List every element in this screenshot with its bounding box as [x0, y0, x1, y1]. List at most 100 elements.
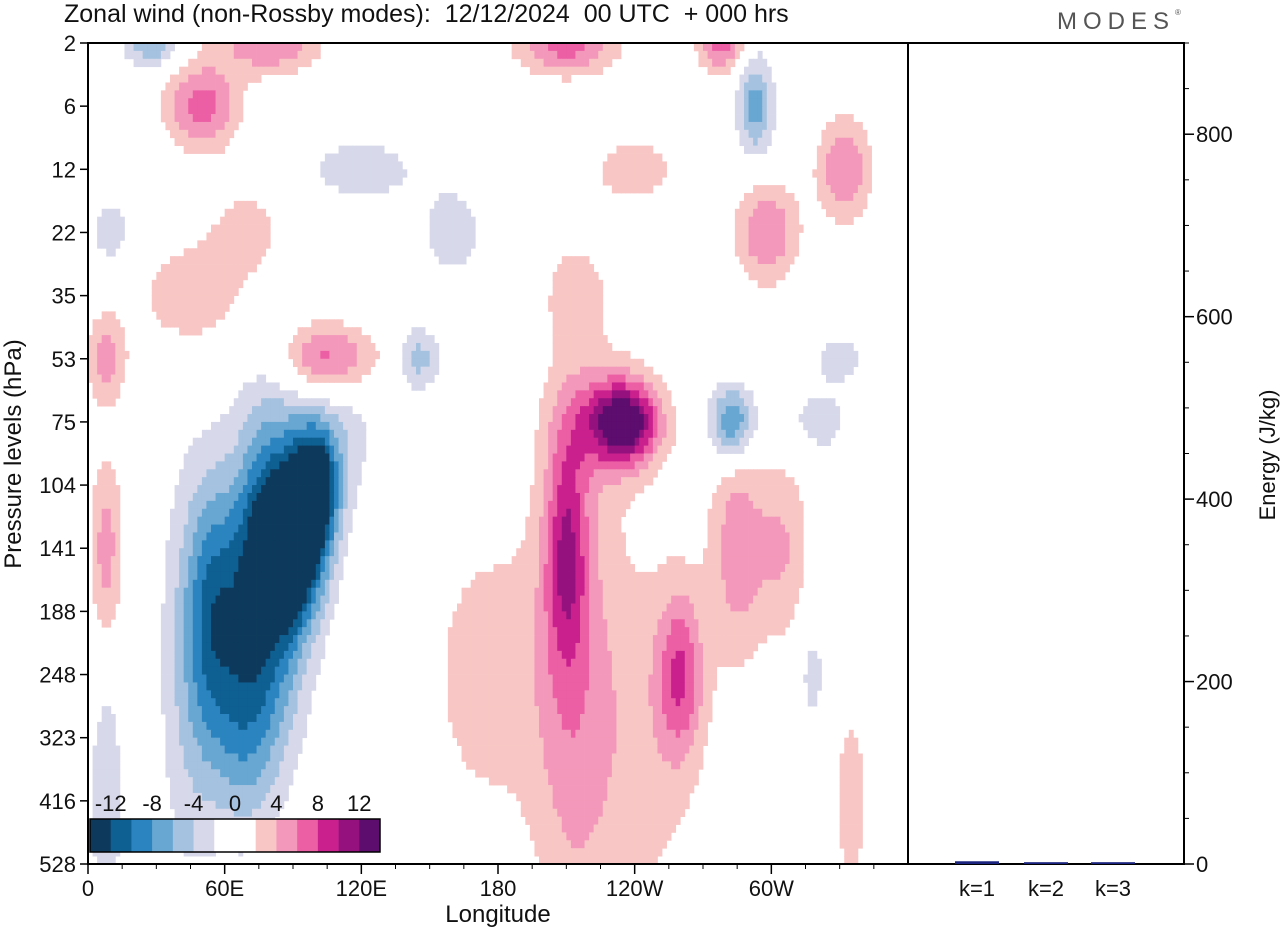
heatmap-cell: [151, 287, 157, 297]
heatmap-cell: [188, 587, 194, 596]
heatmap-cell: [324, 453, 330, 462]
heatmap-cell: [311, 579, 317, 589]
heatmap-cell: [352, 437, 358, 446]
heatmap-cell: [242, 421, 248, 431]
heatmap-cell: [220, 311, 226, 320]
heatmap-cell: [598, 500, 604, 510]
heatmap-cell: [247, 398, 253, 407]
heatmap-cell: [347, 429, 353, 439]
heatmap-cell: [434, 248, 440, 257]
heatmap-cell: [188, 264, 194, 273]
heatmap-cell: [242, 58, 248, 68]
heatmap-cell: [657, 437, 663, 446]
heatmap-cell: [557, 311, 563, 320]
heatmap-cell: [721, 579, 727, 589]
heatmap-cell: [566, 516, 572, 525]
heatmap-cell: [584, 579, 590, 589]
heatmap-cell: [302, 58, 308, 68]
heatmap-cell: [270, 461, 276, 470]
heatmap-cell: [739, 524, 745, 533]
heatmap-cell: [484, 635, 490, 644]
heatmap-cell: [598, 421, 604, 431]
heatmap-cell: [698, 603, 704, 612]
heatmap-cell: [589, 319, 595, 328]
heatmap-cell: [707, 540, 713, 549]
heatmap-cell: [775, 587, 781, 596]
heatmap-cell: [707, 66, 713, 75]
heatmap-cell: [174, 635, 180, 644]
heatmap-cell: [766, 571, 772, 581]
heatmap-cell: [265, 421, 271, 431]
heatmap-cell: [734, 43, 740, 52]
heatmap-cell: [247, 540, 253, 549]
heatmap-cell: [529, 595, 535, 604]
heatmap-cell: [211, 627, 216, 636]
heatmap-cell: [575, 398, 581, 407]
heatmap-cell: [607, 508, 613, 518]
heatmap-cell: [165, 264, 171, 273]
heatmap-cell: [757, 469, 763, 478]
heatmap-cell: [242, 74, 248, 83]
heatmap-cell: [229, 43, 235, 52]
heatmap-cell: [320, 477, 326, 486]
heatmap-cell: [502, 579, 508, 589]
heatmap-cell: [329, 477, 335, 486]
heatmap-cell: [211, 524, 216, 533]
heatmap-cell: [329, 564, 335, 573]
heatmap-cell: [625, 587, 631, 596]
heatmap-cell: [602, 540, 608, 549]
heatmap-cell: [270, 398, 276, 407]
heatmap-cell: [293, 516, 298, 525]
heatmap-cell: [106, 587, 112, 596]
heatmap-cell: [552, 366, 558, 375]
heatmap-cell: [311, 540, 317, 549]
heatmap-cell: [197, 556, 203, 565]
heatmap-cell: [252, 50, 257, 60]
heatmap-cell: [179, 516, 185, 525]
heatmap-cell: [270, 390, 276, 399]
heatmap-cell: [539, 429, 544, 439]
heatmap-cell: [566, 406, 572, 415]
heatmap-cell: [197, 90, 203, 99]
heatmap-cell: [224, 524, 230, 533]
heatmap-cell: [775, 532, 781, 541]
heatmap-cell: [215, 256, 221, 265]
heatmap-cell: [744, 406, 749, 415]
heatmap-cell: [803, 406, 809, 415]
heatmap-cell: [725, 500, 731, 510]
heatmap-cell: [762, 106, 768, 115]
heatmap-cell: [543, 390, 549, 399]
heatmap-cell: [625, 145, 631, 154]
heatmap-cell: [643, 461, 649, 470]
heatmap-cell: [826, 421, 831, 431]
heatmap-cell: [566, 358, 572, 368]
heatmap-cell: [693, 650, 699, 660]
heatmap-cell: [785, 200, 790, 210]
heatmap-cell: [561, 358, 567, 368]
heatmap-cell: [192, 121, 198, 131]
heatmap-cell: [334, 477, 339, 486]
heatmap-cell: [165, 82, 171, 91]
heatmap-cell: [771, 271, 777, 281]
heatmap-cell: [311, 327, 317, 336]
heatmap-cell: [844, 177, 850, 186]
heatmap-cell: [593, 303, 599, 312]
heatmap-cell: [110, 319, 116, 328]
heatmap-cell: [261, 421, 267, 431]
heatmap-cell: [602, 627, 608, 636]
heatmap-cell: [242, 469, 248, 478]
heatmap-cell: [119, 366, 125, 375]
heatmap-cell: [734, 650, 740, 660]
heatmap-cell: [652, 587, 658, 596]
heatmap-cell: [561, 587, 567, 596]
heatmap-cell: [539, 603, 544, 612]
heatmap-cell: [438, 256, 444, 265]
heatmap-cell: [302, 540, 308, 549]
heatmap-cell: [835, 200, 841, 210]
heatmap-cell: [361, 145, 367, 154]
heatmap-cell: [561, 350, 567, 360]
heatmap-cell: [206, 492, 212, 502]
heatmap-cell: [830, 169, 836, 178]
heatmap-cell: [315, 461, 321, 470]
heatmap-cell: [470, 224, 476, 233]
